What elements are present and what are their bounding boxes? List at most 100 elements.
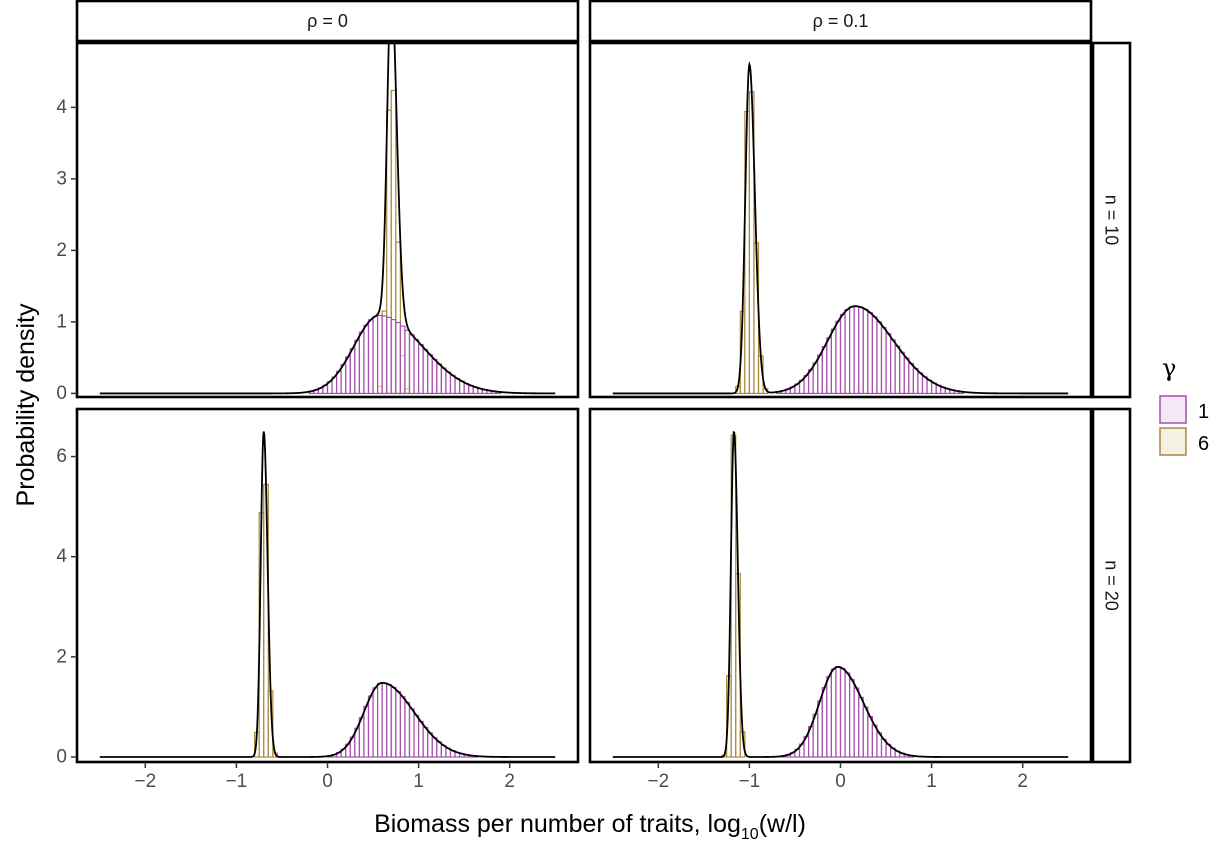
panel-r0-c1-bar-series-1 [903, 357, 910, 395]
panel-r0-c1-bars-series-1 [776, 305, 965, 395]
panel-r1-c0-bar-series-1 [413, 714, 420, 758]
y-axis-row-1: 0 2 4 6 [56, 446, 77, 767]
panel-r0-c0-bar-series-1 [436, 363, 442, 395]
panel-r1-c0-bar-series-1 [431, 737, 438, 758]
panel-r0-c1-bar-series-1 [862, 308, 869, 395]
panel-r1-c1-bar-series-1 [835, 666, 842, 758]
panel-r0-c1-bar-series-1 [880, 326, 887, 395]
panel-r1-c0-bar-series-1 [363, 705, 370, 758]
panel-r1-c0-bar-series-1 [367, 695, 374, 758]
panel-r0-c1-bar-series-1 [858, 306, 864, 395]
panel-r0-c1 [588, 41, 1093, 399]
panel-r1-c1-bar-series-1 [862, 706, 869, 758]
panel-r1-c1-bar-series-1 [830, 668, 837, 758]
panel-r0-c0-bar-series-1 [399, 325, 406, 395]
facet-row-strip-box [1091, 41, 1132, 399]
x-tick-label: 2 [1017, 771, 1028, 792]
panel-r0-c1-bar-series-1 [908, 362, 914, 395]
panel-r0-c0-bar-series-1 [408, 334, 415, 395]
x-tick-label: −2 [134, 771, 156, 792]
panel-r0-c1-bar-series-1 [839, 313, 846, 395]
x-tick-label: 0 [835, 771, 846, 792]
y-tick-label: 2 [56, 240, 67, 261]
x-axis-title: Biomass per number of traits, log10(w/l) [374, 810, 806, 843]
panel-r0-c0-bar-series-1 [381, 315, 388, 395]
facet-row-strip-1: n = 20 [1091, 407, 1132, 764]
panel-r0-c1-bar-series-1 [826, 337, 832, 395]
panel-r1-c1-bars-series-1 [780, 666, 914, 758]
panel-r0-c1-bar-series-1 [894, 345, 901, 395]
panel-r1-c0-bar-series-1 [395, 690, 401, 758]
panel-r0-c0 [75, 0, 580, 399]
y-tick-label: 4 [56, 97, 67, 118]
panel-r0-c0-bar-series-1 [345, 356, 351, 395]
panel-r1-c1-bar-series-1 [858, 696, 864, 758]
panel-r0-c0-bar-series-1 [390, 319, 397, 395]
panel-r1-c1-density-curve [612, 430, 1069, 758]
panel-r1-c0-bar-series-1 [427, 732, 433, 758]
legend-title: γ [1162, 354, 1176, 382]
panel-r0-c1-bar-series-1 [876, 321, 883, 395]
panel-r1-c0-bar-series-1 [390, 686, 397, 758]
x-tick-label: −1 [226, 771, 248, 792]
legend-key-6 [1159, 427, 1187, 456]
panel-r1-c1-bar-series-1 [844, 672, 851, 758]
panel-r1-c0 [75, 407, 580, 764]
panel-r0-c0-bar-series-1 [363, 324, 370, 395]
panel-r0-c0-bar-series-1 [372, 315, 379, 395]
panel-r0-c0-bar-series-1 [340, 364, 347, 395]
panel-r1-c1-bar-series-1 [849, 679, 855, 758]
panel-r0-c1-bar-series-1 [821, 346, 828, 395]
y-tick-label: 2 [56, 646, 67, 667]
panel-r0-c0-bar-series-1 [427, 354, 433, 395]
panel-r0-c1-bar-series-1 [835, 320, 842, 395]
facet-column-strip-box [75, 0, 580, 43]
y-tick-label: 6 [56, 446, 67, 467]
panel-r1-c0-bars-series-1 [326, 682, 479, 758]
x-tick-label: 1 [926, 771, 937, 792]
facet-row-strip-label: n = 20 [1102, 560, 1122, 611]
y-tick-label: 3 [56, 168, 67, 189]
panel-r0-c0-bars-series-1 [308, 314, 502, 395]
panel-r0-c0-bar-series-1 [386, 316, 392, 395]
y-tick-label: 4 [56, 546, 67, 567]
strips-layer: ρ = 0 ρ = 0.1 n = 10 n = 20 [75, 0, 1132, 764]
panel-r0-c0-bar-series-1 [395, 321, 401, 395]
panel-r1-c0-bar-series-1 [408, 708, 415, 758]
facet-column-strip-label: ρ = 0 [307, 11, 348, 31]
panel-r0-c0-density-curve [99, 0, 556, 395]
panel-r0-c0-bar-series-1 [358, 331, 365, 395]
panel-r1-c0-density-curve [99, 431, 556, 758]
panels-layer [75, 0, 1093, 764]
panel-r0-c0-border [75, 41, 580, 399]
panel-r0-c1-bar-series-1 [830, 328, 837, 395]
panel-r1-c0-bar-series-1 [372, 687, 379, 758]
x-tick-label: 1 [413, 771, 424, 792]
legend-label-6: 6 [1198, 433, 1209, 455]
facet-column-strip-label: ρ = 0.1 [813, 11, 869, 31]
panel-r0-c0-bar-series-1 [440, 367, 447, 395]
panel-r0-c1-bar-series-1 [899, 351, 905, 395]
panel-r1-c1-bar-series-1 [821, 687, 828, 758]
panel-r0-c1-bar-series-1 [849, 306, 855, 395]
panel-r1-c0-bar-series-1 [381, 682, 388, 758]
y-tick-label: 0 [56, 383, 67, 404]
panel-r0-c0-bar-series-1 [367, 319, 374, 395]
legend-key-1 [1159, 395, 1187, 424]
panel-r1-c0-bar-series-1 [399, 696, 406, 758]
panel-r0-c1-border [588, 41, 1093, 399]
x-tick-label: −2 [647, 771, 669, 792]
panel-r1-c0-bar-series-1 [404, 701, 411, 758]
panel-r0-c0-bar-series-1 [377, 314, 383, 395]
y-tick-label: 1 [56, 311, 67, 332]
y-axis-row-0: 0 1 2 3 4 [56, 97, 77, 404]
legend: γ 1 6 [1159, 354, 1209, 456]
facet-row-strip-label: n = 10 [1102, 195, 1122, 246]
x-tick-label: 2 [504, 771, 515, 792]
panel-r0-c1-bar-series-1 [871, 316, 878, 395]
panel-r1-c0-bar-series-1 [386, 683, 392, 758]
panel-r1-c0-bar-series-1 [422, 726, 429, 758]
x-axis-col-1: −2 −1 0 1 2 [647, 762, 1028, 792]
